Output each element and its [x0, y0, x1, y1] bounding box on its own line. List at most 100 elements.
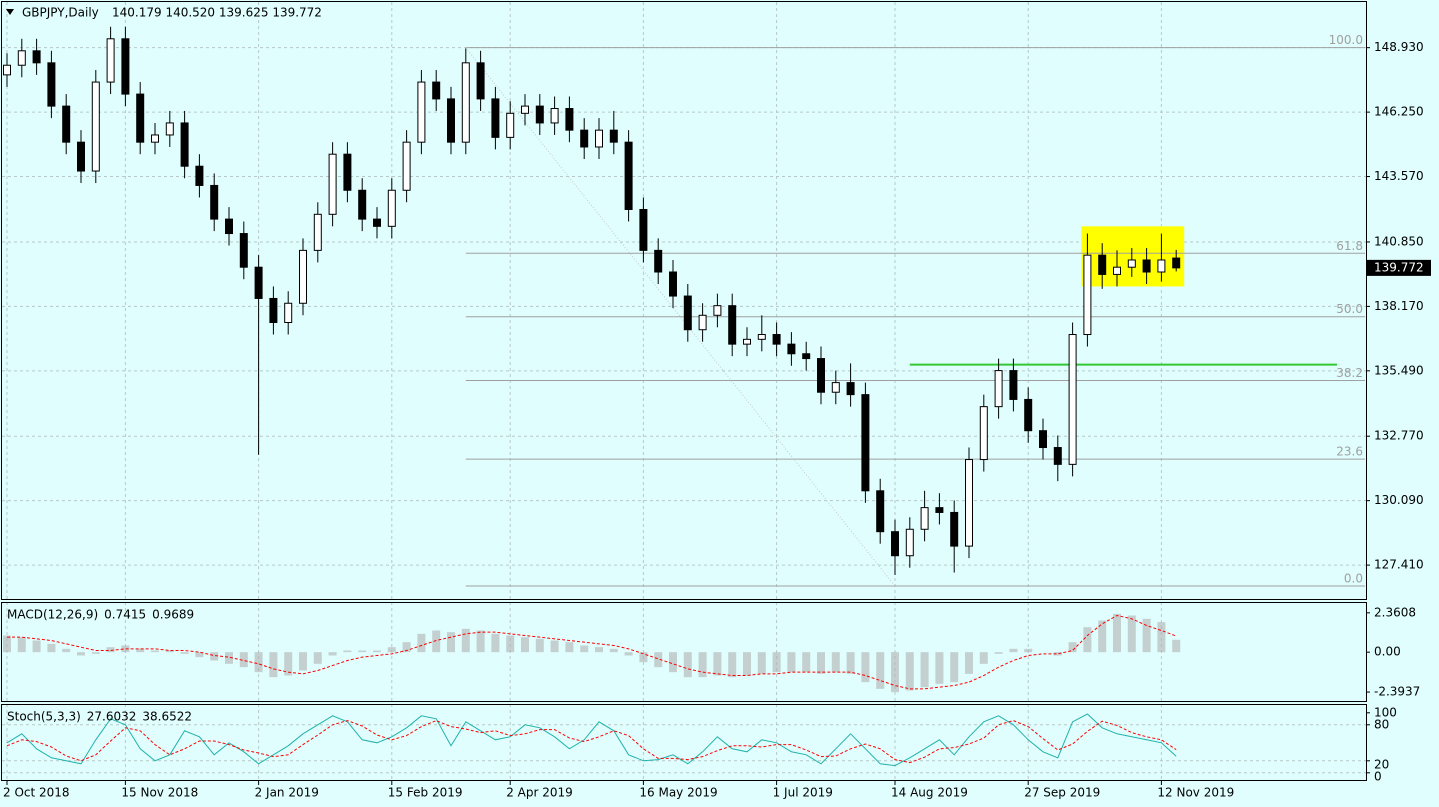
candle-body [1172, 257, 1181, 269]
macd-bar [580, 645, 589, 653]
candle-body [817, 358, 825, 393]
fib-label: 38.2 [1336, 366, 1363, 380]
candle-body [1098, 254, 1107, 275]
macd-bar [32, 640, 41, 653]
candle-body [165, 122, 174, 136]
candle-body [195, 165, 204, 186]
macd-bar [654, 652, 663, 668]
macd-bar [151, 650, 159, 653]
macd-bar [387, 647, 396, 653]
macd-panel-border [1, 602, 1367, 702]
candle-body [861, 394, 870, 492]
macd-bar [239, 652, 248, 668]
macd-bar [994, 652, 1003, 654]
macd-bar [595, 647, 603, 653]
y-tick-label: 100 [1374, 705, 1397, 719]
macd-bar [979, 652, 988, 664]
candle-body [550, 108, 559, 124]
stoch-title: Stoch(5,3,3) [7, 710, 81, 724]
fib-label: 61.8 [1336, 239, 1363, 253]
candle-body [1113, 266, 1121, 275]
candle-body [299, 249, 307, 304]
fib-label: 50.0 [1336, 302, 1363, 316]
candle-body [802, 353, 811, 360]
ohlc-text: 140.179 140.520 139.625 139.772 [112, 6, 322, 20]
macd-bar [639, 652, 648, 663]
fib-label: 23.6 [1336, 445, 1363, 459]
y-tick-label: 130.090 [1374, 493, 1424, 507]
candle-body [521, 105, 529, 114]
current-price-label: 139.772 [1374, 260, 1424, 274]
x-tick-label: 14 Aug 2019 [891, 786, 968, 800]
candle-body [1024, 398, 1033, 432]
macd-title: MACD(12,26,9) [7, 608, 98, 622]
macd-bar [269, 652, 278, 678]
candle-body [728, 305, 737, 345]
candle-body [180, 122, 189, 167]
macd-bar [846, 652, 855, 674]
candle-body [595, 129, 603, 148]
macd-bar [195, 652, 204, 658]
stoch-panel-border [1, 704, 1367, 781]
macd-bar [121, 645, 130, 653]
fib-label: 0.0 [1344, 572, 1363, 586]
macd-bar [358, 650, 367, 653]
candle-body [920, 507, 929, 530]
candle-body [106, 38, 115, 83]
macd-bar [1024, 648, 1033, 653]
macd-bar [343, 650, 352, 653]
macd-bar [521, 637, 529, 653]
y-tick-label: 20 [1374, 757, 1389, 771]
candle-body [1068, 334, 1077, 465]
candle-body [609, 129, 618, 143]
macd-bar [787, 652, 796, 673]
candle-body [210, 184, 219, 220]
y-tick-label: 135.490 [1374, 363, 1424, 377]
candle-body [328, 153, 337, 215]
candle-body [402, 141, 411, 191]
candle-body [683, 295, 692, 331]
macd-bar [62, 648, 71, 653]
macd-bar [624, 652, 633, 656]
candle-body [1142, 259, 1151, 273]
candle-body [743, 338, 751, 345]
candle-body [3, 64, 11, 76]
candle-body [1039, 430, 1047, 449]
candle-body [654, 249, 663, 273]
macd-bar [461, 628, 470, 653]
macd-bar [210, 652, 219, 661]
candle-body [136, 93, 145, 143]
candle-body [1083, 254, 1092, 336]
macd-bar [47, 643, 56, 653]
candle-body [417, 81, 426, 143]
macd-bar [935, 652, 944, 684]
candle-body [950, 511, 959, 547]
candle-body [580, 129, 589, 148]
macd-bar [669, 652, 677, 673]
y-tick-label: 140.850 [1374, 234, 1424, 248]
macd-bar [905, 652, 914, 691]
candle-body [506, 112, 515, 138]
macd-bar [817, 652, 825, 674]
candle-body [151, 134, 159, 143]
macd-bar [91, 652, 100, 654]
macd-bar [965, 652, 973, 674]
macd-bar [920, 652, 929, 688]
x-tick-label: 1 Jul 2019 [773, 786, 833, 800]
candle-body [757, 334, 766, 340]
macd-bar [1172, 639, 1181, 653]
candle-body [965, 459, 973, 547]
macd-bar [683, 652, 692, 678]
fib-label: 100.0 [1329, 33, 1363, 47]
collapse-triangle[interactable] [6, 9, 14, 15]
macd-bar [713, 652, 722, 676]
macd-bar [565, 642, 574, 653]
candle-body [239, 233, 248, 268]
candle-body [225, 218, 233, 235]
macd-bar [417, 633, 426, 653]
x-tick-label: 12 Nov 2019 [1157, 786, 1234, 800]
candle-body [905, 528, 914, 557]
candle-body [698, 314, 707, 331]
